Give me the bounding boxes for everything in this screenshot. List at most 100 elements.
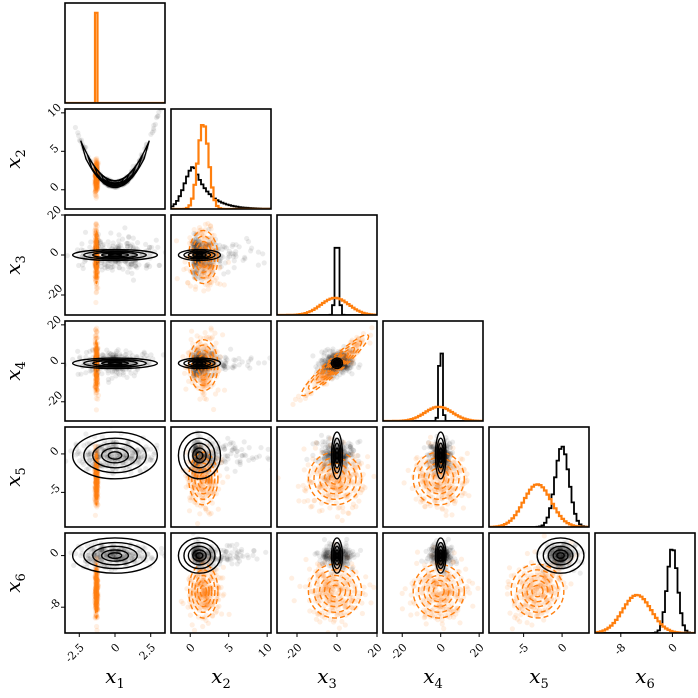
scatter-approx-point (413, 456, 419, 462)
scatter-reference-point (124, 240, 130, 247)
scatter-approx-point (94, 284, 100, 290)
scatter-approx-point (296, 393, 302, 399)
scatter-approx-point (203, 342, 209, 348)
scatter-approx-point (435, 478, 441, 484)
contour-approx (307, 340, 363, 390)
scatter-approx-point (95, 369, 101, 375)
scatter-reference-point (81, 443, 87, 449)
scatter-reference-point (119, 450, 125, 456)
scatter-reference-point (192, 275, 198, 281)
scatter-approx-point (342, 365, 348, 371)
scatter-reference-point (133, 245, 139, 251)
scatter-reference-point (80, 265, 86, 272)
panel-frame (382, 320, 484, 422)
scatter-approx-point (93, 225, 99, 231)
scatter-reference-point (117, 372, 123, 378)
scatter-approx-point (197, 264, 203, 270)
scatter-reference-point (147, 457, 153, 463)
scatter-approx-point (446, 482, 452, 488)
scatter-approx-point (451, 485, 457, 491)
scatter-approx-point (194, 231, 201, 237)
scatter-approx-point (202, 383, 208, 389)
scatter-approx-point (186, 479, 192, 485)
scatter-reference-point (201, 347, 207, 353)
scatter-reference-point (160, 352, 165, 358)
scatter-approx-point (94, 335, 100, 341)
contour-approx (323, 467, 347, 490)
scatter-reference-point (135, 240, 141, 246)
scatter-approx-point (339, 517, 345, 524)
scatter-reference-point (343, 444, 350, 450)
scatter-reference-point (228, 346, 234, 352)
scatter-reference-point (192, 244, 198, 250)
scatter-reference-point (51, 40, 56, 45)
scatter-reference-point (109, 264, 115, 270)
scatter-reference-point (229, 243, 235, 249)
scatter-approx-point (401, 480, 407, 486)
scatter-approx-point (204, 263, 210, 269)
scatter-reference-point (106, 243, 112, 249)
scatter-approx-point (202, 221, 208, 227)
scatter-approx-point (323, 459, 329, 465)
scatter-approx-point (205, 382, 211, 389)
scatter-reference-point (207, 260, 213, 267)
scatter-reference-point (76, 449, 82, 455)
scatter-reference-point (326, 434, 332, 440)
contour-reference (332, 437, 342, 474)
scatter-reference-point (193, 351, 199, 357)
scatter-reference-point (113, 244, 119, 250)
scatter-reference-point (105, 376, 111, 383)
scatter-reference-point (78, 137, 85, 143)
scatter-reference-point (256, 360, 262, 366)
scatter-reference-point (319, 456, 325, 462)
scatter-approx-point (182, 370, 188, 376)
contour-reference (92, 359, 138, 367)
scatter-approx-point (356, 461, 362, 467)
scatter-approx-point (301, 446, 307, 452)
scatter-reference-point (239, 453, 245, 459)
scatter-reference-point (195, 241, 201, 247)
scatter-reference-point (126, 234, 132, 240)
scatter-approx-point (447, 495, 453, 501)
scatter-approx-point (428, 485, 434, 491)
scatter-approx-point (346, 475, 353, 481)
scatter-reference-point (246, 445, 252, 451)
scatter-approx-point (204, 380, 210, 386)
scatter-reference-point (325, 366, 332, 372)
scatter-reference-point (301, 441, 306, 446)
scatter-reference-point (87, 244, 93, 250)
scatter-approx-point (303, 488, 309, 494)
scatter-reference-point (136, 457, 142, 463)
scatter-approx-point (349, 360, 355, 366)
scatter-approx-point (418, 473, 425, 479)
scatter-approx-point (339, 487, 345, 493)
scatter-approx-point (94, 286, 100, 292)
scatter-reference-point (343, 452, 349, 458)
panel-frame (276, 426, 378, 528)
scatter-reference-point (221, 363, 228, 369)
scatter-approx-point (198, 345, 204, 351)
scatter-reference-point (75, 348, 81, 354)
scatter-approx-point (196, 225, 203, 231)
scatter-reference-point (82, 229, 89, 235)
scatter-reference-point (60, 457, 65, 462)
scatter-approx-point (296, 498, 302, 504)
scatter-approx-point (347, 474, 353, 480)
scatter-approx-point (445, 501, 451, 507)
scatter-reference-point (100, 242, 106, 249)
panel-frame (64, 426, 166, 528)
scatter-reference-point (314, 440, 320, 446)
scatter-approx-point (197, 396, 203, 402)
scatter-approx-point (197, 462, 203, 468)
scatter-reference-point (221, 271, 227, 277)
histogram-approx (383, 405, 483, 421)
scatter-reference-point (326, 453, 332, 459)
scatter-reference-point (346, 368, 352, 374)
scatter-approx-point (464, 471, 470, 477)
panel-frame (64, 320, 166, 422)
scatter-reference-point (78, 371, 84, 377)
scatter-reference-point (326, 353, 333, 359)
scatter-reference-point (104, 352, 110, 358)
panel-1-1 (64, 2, 166, 104)
scatter-reference-point (330, 348, 336, 354)
